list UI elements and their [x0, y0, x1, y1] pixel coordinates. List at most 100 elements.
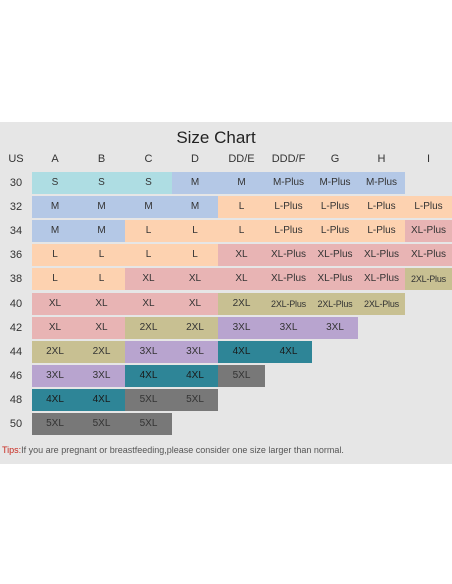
size-cell: XL-Plus: [312, 268, 358, 290]
size-cell: 3XL: [78, 365, 125, 387]
header-cup-8: H: [377, 153, 386, 165]
size-cell: 5XL: [32, 413, 78, 435]
size-cell: 4XL: [78, 389, 125, 411]
size-cell: 4XL: [265, 341, 312, 363]
size-cell: M: [125, 196, 172, 218]
size-cell: 4XL: [172, 365, 218, 387]
size-cell: L: [125, 220, 172, 242]
size-cell: L: [32, 244, 78, 266]
size-cell: S: [32, 172, 78, 194]
size-cell: S: [125, 172, 172, 194]
us-size-label: 42: [9, 322, 23, 334]
size-cell: 3XL: [125, 341, 172, 363]
size-cell: 3XL: [32, 365, 78, 387]
size-cell: 3XL: [265, 317, 312, 339]
size-cell: 5XL: [125, 389, 172, 411]
size-cell: L-Plus: [265, 220, 312, 242]
size-cell: 2XL: [172, 317, 218, 339]
header-cup-7: G: [330, 153, 340, 165]
size-cell: 2XL: [218, 293, 265, 315]
tips-label: Tips:: [2, 445, 22, 455]
us-size-label: 44: [9, 346, 23, 358]
header-cup-2: B: [97, 153, 106, 165]
size-cell: 5XL: [172, 389, 218, 411]
size-cell: L-Plus: [265, 196, 312, 218]
size-cell: 4XL: [218, 341, 265, 363]
us-size-label: 34: [9, 225, 23, 237]
size-cell: M: [78, 196, 125, 218]
header-cup-4: D: [191, 153, 199, 165]
size-cell: M: [78, 220, 125, 242]
header-cup-3: C: [144, 153, 153, 165]
size-cell: L-Plus: [312, 196, 358, 218]
size-cell: XL: [218, 244, 265, 266]
size-cell: 3XL: [312, 317, 358, 339]
size-cell: 2XL: [32, 341, 78, 363]
size-cell: M-Plus: [312, 172, 358, 194]
size-cell: M-Plus: [358, 172, 405, 194]
size-cell: L-Plus: [312, 220, 358, 242]
size-cell: 3XL: [218, 317, 265, 339]
size-cell: L: [218, 196, 265, 218]
size-cell: 2XL-Plus: [358, 293, 405, 315]
us-size-label: 36: [9, 249, 23, 261]
size-cell: XL: [125, 268, 172, 290]
size-cell: L: [172, 244, 218, 266]
size-cell: L-Plus: [358, 220, 405, 242]
us-size-label: 32: [9, 201, 23, 213]
size-cell: L-Plus: [405, 196, 452, 218]
size-cell: 3XL: [172, 341, 218, 363]
us-size-label: 30: [9, 177, 23, 189]
size-cell: L: [218, 220, 265, 242]
us-size-label: 50: [9, 418, 23, 430]
header-cup-1: A: [51, 153, 59, 165]
size-cell: 5XL: [125, 413, 172, 435]
tips-text: If you are pregnant or breastfeeding,ple…: [21, 445, 344, 455]
size-cell: XL: [32, 293, 78, 315]
size-cell: XL-Plus: [405, 244, 452, 266]
size-cell: XL-Plus: [312, 244, 358, 266]
size-cell: XL: [125, 293, 172, 315]
size-cell: 4XL: [32, 389, 78, 411]
size-cell: M: [218, 172, 265, 194]
size-cell: M: [172, 196, 218, 218]
size-cell: S: [78, 172, 125, 194]
size-cell: XL-Plus: [358, 244, 405, 266]
size-cell: XL-Plus: [358, 268, 405, 290]
size-cell: 2XL: [78, 341, 125, 363]
size-cell: M: [32, 220, 78, 242]
size-cell: L: [172, 220, 218, 242]
size-cell: XL: [78, 317, 125, 339]
size-cell: L: [78, 244, 125, 266]
size-cell: 2XL-Plus: [265, 293, 312, 315]
header-cup-6: DDD/F: [271, 153, 306, 165]
size-cell: XL-Plus: [265, 244, 312, 266]
size-cell: XL: [218, 268, 265, 290]
size-cell: M: [172, 172, 218, 194]
size-cell: 4XL: [125, 365, 172, 387]
size-cell: XL-Plus: [265, 268, 312, 290]
size-cell: 2XL-Plus: [405, 268, 452, 290]
size-cell: L: [78, 268, 125, 290]
size-cell: L-Plus: [358, 196, 405, 218]
size-cell: XL: [172, 268, 218, 290]
tips-note: Tips:If you are pregnant or breastfeedin…: [2, 443, 344, 457]
size-cell: XL: [78, 293, 125, 315]
size-cell: 2XL-Plus: [312, 293, 358, 315]
size-cell: L: [125, 244, 172, 266]
size-cell: M: [32, 196, 78, 218]
header-cup-9: I: [426, 153, 431, 165]
us-size-label: 40: [9, 298, 23, 310]
size-cell: M-Plus: [265, 172, 312, 194]
size-cell: 2XL: [125, 317, 172, 339]
size-cell: L: [32, 268, 78, 290]
size-cell: XL: [32, 317, 78, 339]
size-cell: XL-Plus: [405, 220, 452, 242]
size-cell: 5XL: [218, 365, 265, 387]
us-size-label: 38: [9, 273, 23, 285]
us-size-label: 48: [9, 394, 23, 406]
chart-title: Size Chart: [176, 128, 256, 147]
size-cell: 5XL: [78, 413, 125, 435]
size-cell: XL: [172, 293, 218, 315]
header-cup-5: DD/E: [228, 153, 255, 165]
